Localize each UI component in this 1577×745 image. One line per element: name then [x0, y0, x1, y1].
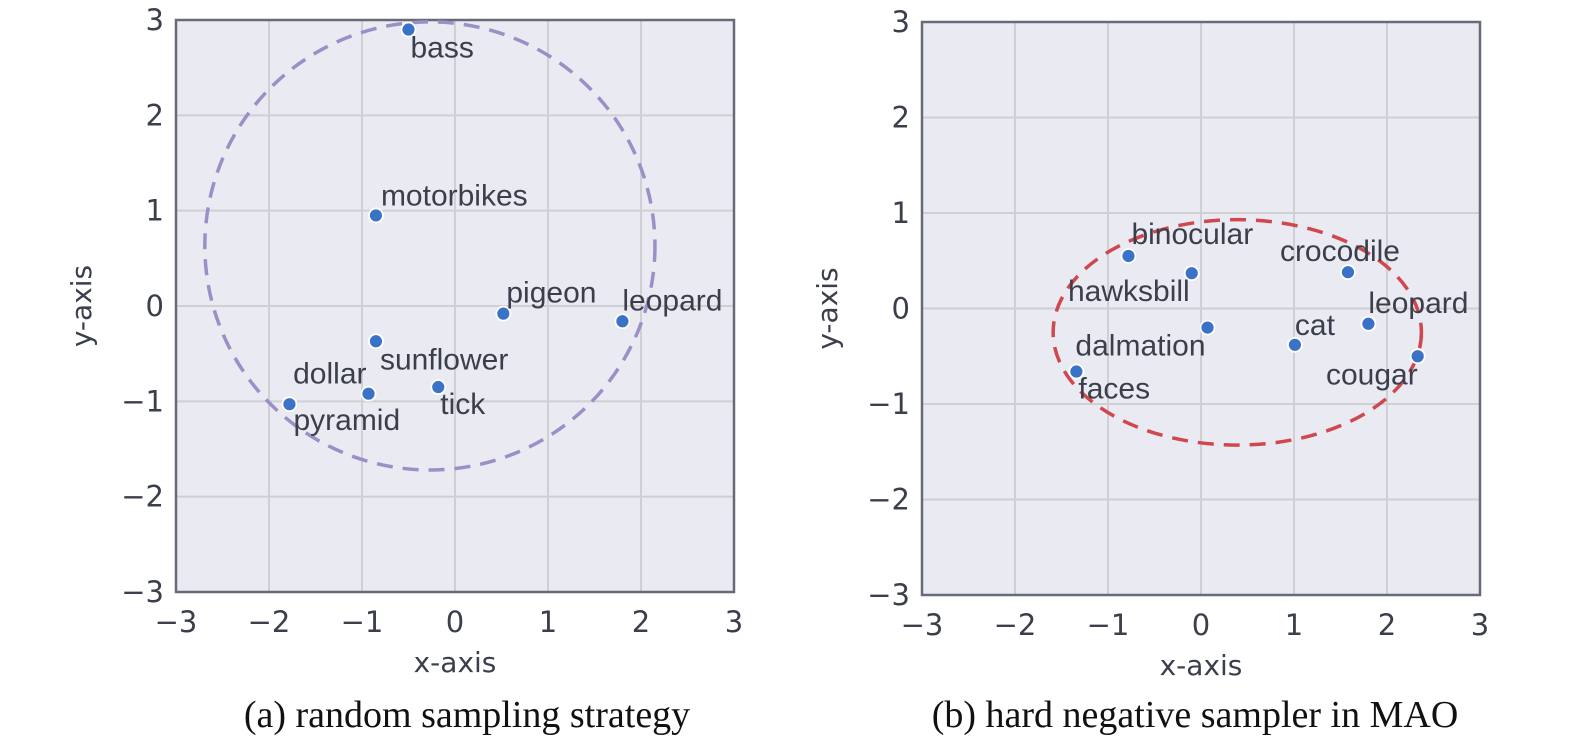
point-label-binocular: binocular	[1131, 218, 1253, 251]
scatter-point-faces	[1068, 363, 1085, 380]
scatter-point-motorbikes	[368, 207, 384, 224]
point-label-dalmation: dalmation	[1075, 330, 1205, 363]
y-tick-label: 1	[892, 196, 910, 230]
scatter-point-pigeon	[495, 305, 512, 322]
point-label-motorbikes: motorbikes	[381, 179, 528, 212]
y-tick-label: 0	[146, 289, 164, 323]
x-tick-label: 0	[446, 605, 464, 639]
y-tick-label: −1	[867, 387, 910, 421]
y-tick-label: −1	[121, 384, 164, 418]
y-axis-label: y-axis	[65, 265, 98, 347]
y-tick-label: 3	[892, 5, 910, 39]
x-tick-label: 2	[1378, 608, 1396, 642]
y-tick-label: −2	[867, 483, 910, 517]
plot-frame	[174, 18, 736, 594]
point-label-cat: cat	[1295, 309, 1336, 342]
scatter-point-dalmation	[1199, 319, 1216, 336]
plot-frame	[920, 20, 1482, 597]
scatter-point-cougar	[1409, 348, 1426, 365]
x-tick-label: 3	[1471, 608, 1489, 642]
x-axis-label: x-axis	[1160, 649, 1243, 682]
x-tick-label: −1	[1087, 608, 1130, 642]
scatter-point-crocodile	[1340, 264, 1356, 281]
point-label-dollar: dollar	[293, 358, 366, 391]
scatter-point-hawksbill	[1183, 265, 1200, 282]
point-label-faces: faces	[1078, 373, 1150, 406]
x-tick-label: 3	[725, 605, 743, 639]
dashed-ellipse	[1051, 217, 1424, 447]
scatter-point-bass	[400, 21, 417, 38]
x-tick-label: −3	[901, 608, 944, 642]
scatter-point-sunflower	[368, 333, 384, 350]
x-tick-label: −1	[341, 605, 384, 639]
scatter-point-dollar	[360, 385, 377, 402]
x-axis-label: x-axis	[414, 646, 497, 679]
chart-panel-b: −3−3 −2 −2 −1 −1 0 0 1 1 2 2 3 3 x-axis y-axis binocula…	[811, 5, 1489, 736]
x-tick-label: −3	[155, 605, 198, 639]
point-label-sunflower: sunflower	[380, 343, 508, 376]
point-label-tick: tick	[440, 388, 486, 421]
point-label-leopard: leopard	[1368, 287, 1468, 320]
x-tick-label: 0	[1192, 608, 1210, 642]
point-label-crocodile: crocodile	[1280, 235, 1400, 268]
y-tick-label: −3	[121, 575, 164, 609]
y-tick-label: −3	[867, 578, 910, 612]
y-tick-label: 0	[892, 292, 910, 326]
scatter-point-leopard	[614, 313, 631, 330]
scatter-point-leopard	[1360, 315, 1377, 332]
x-tick-label: 2	[632, 605, 650, 639]
figure-caption: (a) random sampling strategy	[244, 694, 690, 736]
x-tick-label: 1	[539, 605, 557, 639]
figure-caption: (b) hard negative sampler in MAO	[932, 694, 1459, 736]
point-label-pigeon: pigeon	[506, 277, 596, 310]
y-tick-label: 2	[892, 101, 910, 135]
y-tick-label: 2	[146, 98, 164, 132]
point-label-hawksbill: hawksbill	[1068, 275, 1190, 308]
point-label-leopard: leopard	[622, 284, 722, 317]
x-tick-label: 1	[1285, 608, 1303, 642]
point-label-pyramid: pyramid	[293, 404, 400, 437]
dashed-ellipse	[203, 20, 657, 472]
x-tick-label: −2	[248, 605, 291, 639]
scatter-point-binocular	[1120, 248, 1137, 264]
y-tick-label: 1	[146, 194, 164, 228]
y-tick-label: 3	[146, 3, 164, 37]
y-tick-label: −2	[121, 480, 164, 514]
scatter-point-tick	[430, 379, 447, 395]
y-axis-label: y-axis	[811, 267, 844, 349]
chart-panel-a: −3−3 −2 −2 −1 −1 0 0 1 1 2 2 3 3 x-axis y-axis bass moto…	[65, 3, 743, 736]
scatter-point-pyramid	[281, 396, 298, 413]
point-label-cougar: cougar	[1326, 358, 1418, 391]
x-tick-label: −2	[994, 608, 1037, 642]
scatter-point-cat	[1287, 336, 1303, 353]
point-label-bass: bass	[411, 32, 474, 65]
